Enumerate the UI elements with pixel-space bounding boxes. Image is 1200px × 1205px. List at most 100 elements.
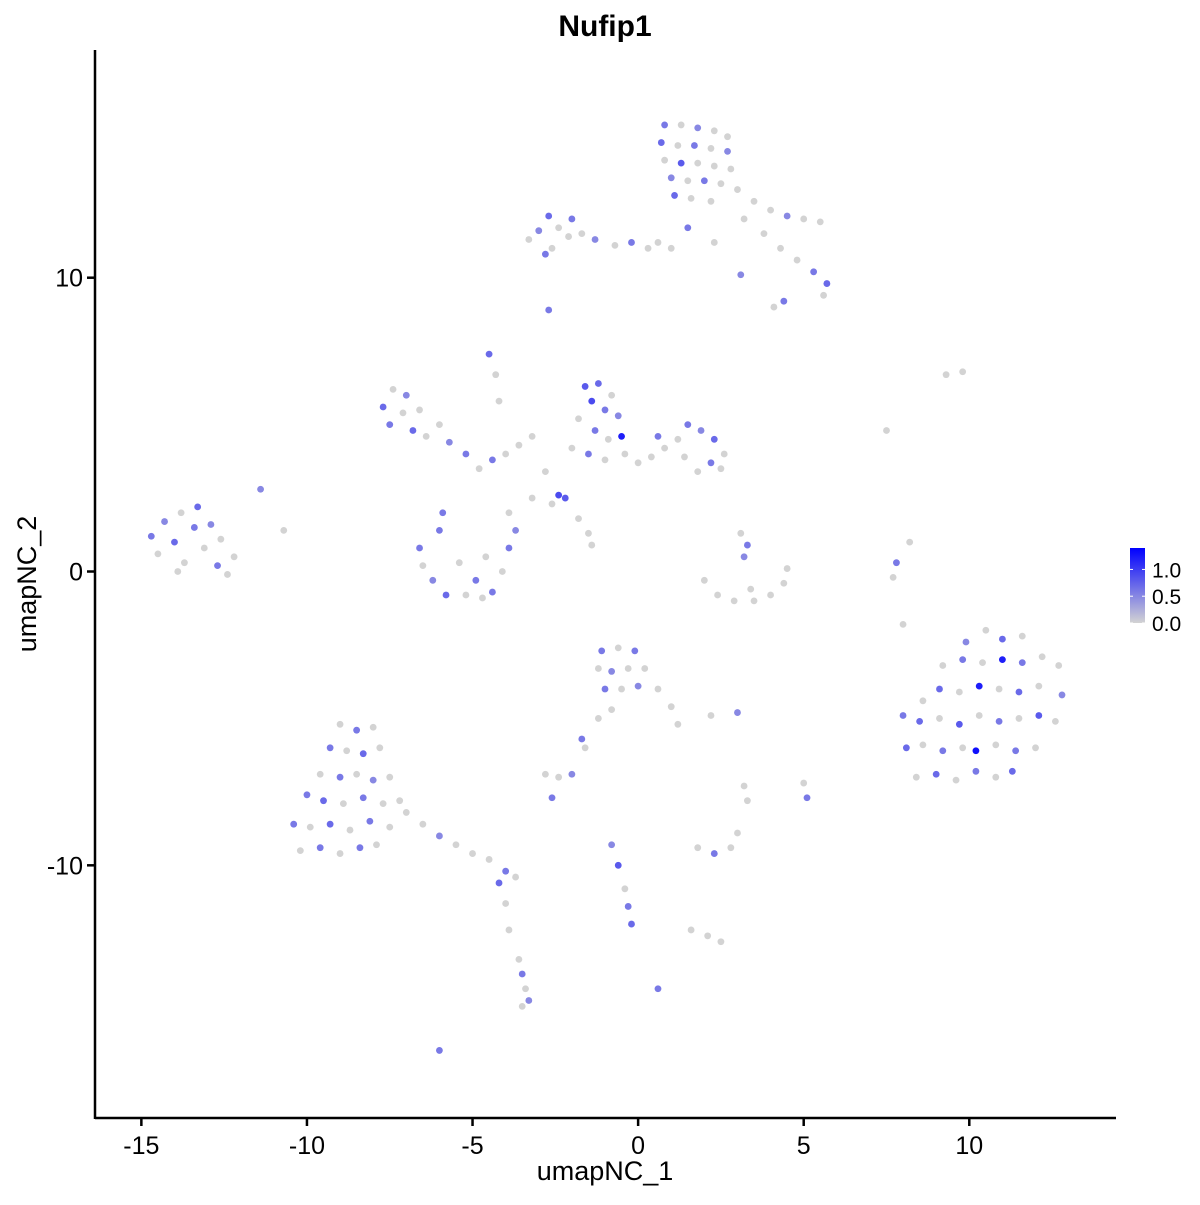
cell-point bbox=[661, 156, 669, 164]
cell-point bbox=[548, 244, 556, 252]
cell-point bbox=[727, 844, 735, 852]
cell-point bbox=[628, 920, 635, 928]
cell-point bbox=[740, 782, 748, 790]
cell-point bbox=[200, 544, 208, 552]
cell-point bbox=[959, 656, 967, 664]
cell-point bbox=[379, 403, 387, 411]
cell-point bbox=[972, 767, 980, 775]
y-tick-label: 0 bbox=[69, 559, 83, 587]
cell-point bbox=[955, 720, 963, 728]
cell-point bbox=[641, 665, 649, 672]
cell-point bbox=[386, 823, 394, 831]
cell-point bbox=[737, 529, 745, 537]
cell-point bbox=[777, 244, 784, 252]
cell-point bbox=[687, 194, 695, 202]
cell-point bbox=[161, 518, 168, 525]
cell-point bbox=[893, 559, 900, 567]
cell-point bbox=[154, 550, 162, 558]
cell-point bbox=[939, 662, 947, 669]
cell-point bbox=[899, 712, 907, 719]
cell-point bbox=[214, 562, 221, 570]
cell-point bbox=[608, 841, 616, 849]
cell-point bbox=[740, 215, 748, 223]
cell-point bbox=[671, 192, 678, 199]
cell-point bbox=[803, 794, 811, 802]
cell-point bbox=[919, 697, 927, 705]
cell-point bbox=[694, 468, 702, 476]
cell-point bbox=[495, 397, 503, 405]
cell-point bbox=[740, 553, 748, 561]
cell-point bbox=[343, 747, 351, 755]
cell-point bbox=[479, 594, 486, 602]
cell-point bbox=[525, 997, 533, 1004]
cell-point bbox=[1018, 659, 1026, 666]
cell-point bbox=[462, 591, 470, 599]
cell-point bbox=[608, 391, 616, 399]
cell-point bbox=[485, 350, 493, 358]
cell-point bbox=[389, 385, 397, 393]
cell-point bbox=[177, 509, 185, 517]
cell-point bbox=[502, 450, 510, 458]
cell-point bbox=[624, 665, 632, 672]
cell-point bbox=[734, 186, 741, 193]
cell-point bbox=[1035, 682, 1043, 690]
cell-point bbox=[568, 770, 576, 778]
cell-point bbox=[820, 291, 827, 299]
cell-point bbox=[485, 856, 493, 863]
cell-point bbox=[601, 406, 609, 414]
cell-point bbox=[770, 303, 778, 311]
cell-point bbox=[704, 932, 712, 940]
cell-point bbox=[823, 280, 831, 287]
cell-point bbox=[316, 844, 324, 852]
cell-point bbox=[575, 515, 582, 523]
cell-point bbox=[555, 773, 563, 781]
cell-point bbox=[604, 435, 612, 443]
cell-point bbox=[545, 212, 553, 220]
y-axis-label: umapNC_2 bbox=[12, 516, 42, 653]
cell-point bbox=[181, 559, 188, 567]
colorbar bbox=[1130, 548, 1145, 623]
cell-point bbox=[618, 432, 625, 440]
cell-point bbox=[734, 709, 741, 716]
cell-point bbox=[489, 456, 496, 464]
cell-point bbox=[631, 647, 639, 655]
cell-point bbox=[356, 844, 364, 852]
cell-point bbox=[475, 465, 483, 473]
cell-point bbox=[654, 685, 662, 693]
cell-point bbox=[591, 427, 599, 434]
cell-point bbox=[369, 723, 377, 731]
cell-point bbox=[767, 206, 774, 214]
cell-point bbox=[469, 850, 476, 857]
cell-point bbox=[207, 521, 215, 528]
x-tick-label: -10 bbox=[289, 1132, 325, 1160]
cell-point bbox=[373, 841, 380, 849]
cell-point bbox=[512, 873, 519, 881]
cell-point bbox=[1015, 715, 1023, 722]
cell-point bbox=[555, 491, 563, 499]
cell-point bbox=[336, 773, 344, 781]
cell-point bbox=[899, 620, 907, 628]
cell-point bbox=[326, 820, 334, 828]
cell-point bbox=[707, 197, 715, 205]
cell-point bbox=[667, 244, 675, 252]
cell-point bbox=[677, 159, 685, 167]
cell-point bbox=[800, 215, 808, 223]
cell-point bbox=[737, 271, 745, 279]
cell-point bbox=[674, 142, 682, 149]
cell-point bbox=[647, 453, 655, 461]
cell-point bbox=[585, 529, 592, 537]
cell-point bbox=[548, 794, 556, 802]
cell-point bbox=[657, 139, 665, 146]
cell-point bbox=[634, 459, 642, 467]
cell-point bbox=[436, 526, 443, 534]
cell-point bbox=[359, 794, 367, 802]
cell-point bbox=[959, 744, 967, 752]
cell-point bbox=[992, 773, 1000, 781]
cell-point bbox=[505, 509, 513, 517]
cell-point bbox=[561, 494, 569, 502]
cell-point bbox=[515, 955, 523, 963]
cell-point bbox=[555, 224, 563, 232]
cell-point bbox=[624, 903, 632, 910]
cell-point bbox=[744, 797, 751, 805]
cell-point bbox=[681, 453, 688, 461]
